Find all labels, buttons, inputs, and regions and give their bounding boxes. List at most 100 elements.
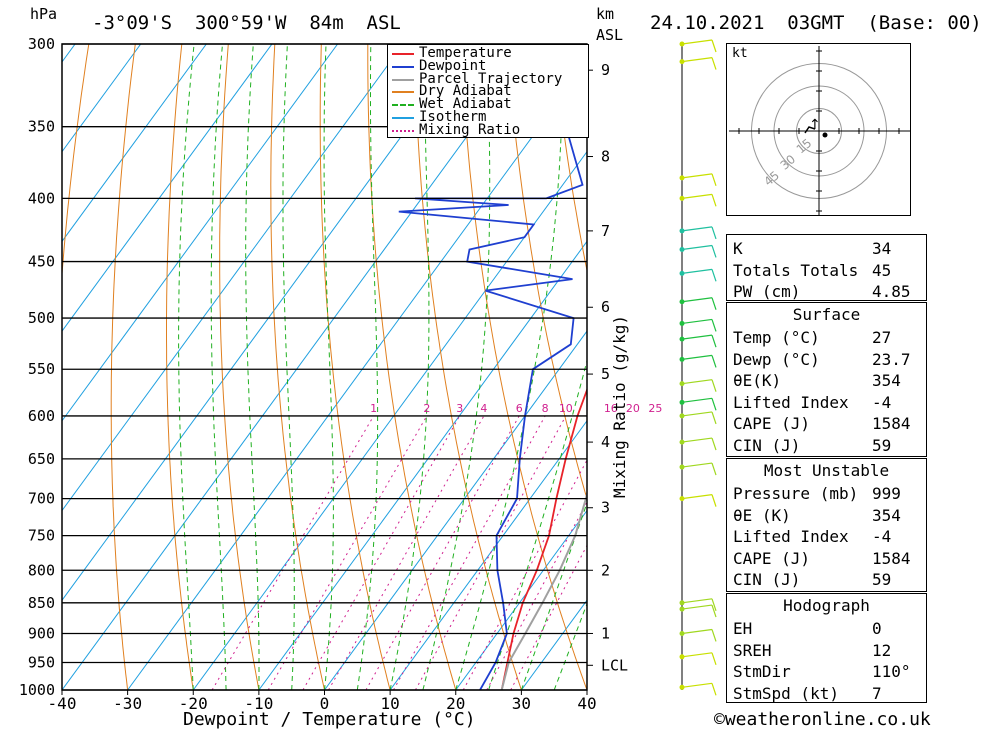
- wind-barb-staff: [681, 56, 713, 63]
- isotherm-line: [62, 44, 470, 602]
- mixing-ratio-tick-label: 1: [370, 402, 377, 415]
- table-row: Pressure (mb) 999: [727, 482, 926, 503]
- isotherm-line: [192, 150, 587, 690]
- wind-barb-flag: [711, 297, 717, 310]
- legend-label: Wet Adiabat: [419, 96, 512, 113]
- table-key: Temp (°C): [733, 328, 820, 347]
- table-row: SREH 12: [727, 639, 926, 660]
- table-key: K: [733, 239, 743, 258]
- wind-barb-flag: [711, 57, 717, 70]
- pressure-tick-label: 400: [28, 189, 55, 207]
- wind-barb-flag: [711, 604, 717, 618]
- pressure-tick-label: 900: [28, 624, 55, 642]
- mixing-ratio-tick-label: 8: [542, 402, 549, 415]
- x-tick-label: -40: [48, 694, 77, 713]
- table-row: CIN (J) 59: [727, 568, 926, 589]
- table-value: 34: [872, 239, 892, 258]
- table-value: 0: [872, 619, 882, 638]
- km-tick-label: 9: [601, 61, 610, 79]
- table-value: 354: [872, 371, 901, 390]
- x-tick-label: -30: [113, 694, 142, 713]
- legend-item: Mixing Ratio: [388, 123, 588, 137]
- table-key: Lifted Index: [733, 527, 849, 546]
- wind-barb-flag: [711, 269, 717, 282]
- most-unstable-table: Most Unstable Pressure (mb) 999 θE (K) 354 Li…: [726, 458, 927, 592]
- legend-item: Isotherm: [388, 110, 588, 124]
- pressure-tick-label: 550: [28, 360, 55, 378]
- table-row: StmSpd (kt) 7: [727, 682, 926, 703]
- mixing-ratio-tick-label: 20: [626, 402, 640, 415]
- copyright: ©weatheronline.co.uk: [714, 709, 931, 730]
- wind-barb-flag: [711, 245, 717, 258]
- x-tick-label: 10: [380, 694, 399, 713]
- km-tick-label: 1: [601, 624, 610, 642]
- isotherm-line: [324, 330, 587, 690]
- wind-barb-staff: [681, 268, 713, 274]
- table-key: Dewp (°C): [733, 349, 820, 369]
- pressure-tick-label: 350: [28, 118, 55, 136]
- wind-barb-staff: [681, 462, 713, 468]
- table-row: θE(K) 354: [727, 369, 926, 390]
- wind-barb-staff: [681, 39, 713, 45]
- table-row: StmDir 110°: [727, 660, 926, 681]
- wind-barb-flag: [711, 652, 717, 665]
- table-value: 1584: [872, 548, 911, 568]
- wind-barb-staff: [681, 379, 713, 385]
- wind-barb-staff: [681, 628, 713, 635]
- isotherm-line: [62, 44, 535, 690]
- table-value: -4: [872, 392, 892, 412]
- pressure-tick-label: 750: [28, 527, 55, 545]
- wet-adiabat-line: [282, 44, 295, 690]
- dry-adiabat-line: [413, 44, 522, 690]
- table-row: θE (K) 354: [727, 504, 926, 525]
- wet-adiabat-line: [210, 44, 227, 690]
- legend-item: Parcel Trajectory: [388, 72, 588, 86]
- table-row: CAPE (J) 1584: [727, 547, 926, 568]
- legend-swatch: [392, 53, 414, 55]
- pressure-tick-label: 500: [28, 309, 55, 327]
- x-tick-label: 20: [446, 694, 465, 713]
- table-row: Dewp (°C) 23.7: [727, 348, 926, 369]
- table-value: 23.7: [872, 349, 911, 369]
- table-value: -4: [872, 527, 892, 546]
- km-tick-label: 5: [601, 365, 610, 383]
- table-key: θE(K): [733, 371, 782, 390]
- table-key: Lifted Index: [733, 392, 849, 412]
- wind-barb-staff: [681, 226, 713, 232]
- mixing-ratio-tick-label: 2: [423, 402, 430, 415]
- mixing-ratio-line: [462, 459, 587, 690]
- pressure-tick-label: 800: [28, 561, 55, 579]
- wind-barb-staff: [681, 652, 713, 658]
- wet-adiabat-line: [389, 44, 430, 690]
- indices-table: K 34 Totals Totals 45 PW (cm) 4.85: [726, 234, 927, 301]
- mixing-ratio-tick-label: 16: [604, 402, 618, 415]
- isotherm-line: [0, 44, 10, 690]
- table-value: 7: [872, 683, 882, 703]
- table-row: EH 0: [727, 617, 926, 638]
- table-key: CAPE (J): [733, 414, 811, 433]
- isotherm-line: [62, 44, 142, 153]
- wind-barb-flag: [711, 629, 717, 642]
- isotherm-line: [455, 509, 587, 690]
- x-tick-label: -10: [244, 694, 273, 713]
- wind-barb-staff: [681, 173, 713, 179]
- datetime-title: 24.10.2021 03GMT (Base: 00): [650, 12, 982, 34]
- legend-item: Wet Adiabat: [388, 96, 588, 113]
- hodograph-trace: [804, 126, 816, 134]
- wind-barb-flag: [711, 598, 717, 611]
- pressure-tick-label: 450: [28, 253, 55, 271]
- wind-barb-flag: [711, 319, 717, 332]
- legend-swatch: [392, 78, 414, 81]
- mixing-ratio-axis-label: Mixing Ratio (g/kg): [610, 314, 629, 498]
- isotherm-line: [389, 419, 587, 690]
- km-tick-label: 3: [601, 499, 610, 517]
- wind-barb-flag: [711, 411, 717, 425]
- table-value: 59: [872, 435, 892, 455]
- x-tick-label: 0: [320, 694, 330, 713]
- location-title: -3°09'S 300°59'W 84m ASL: [92, 12, 401, 34]
- pressure-tick-label: 1000: [19, 681, 55, 699]
- table-value: 354: [872, 505, 901, 525]
- wind-barb-flag: [711, 437, 717, 451]
- pressure-unit-label: hPa: [30, 5, 58, 23]
- table-key: StmDir: [733, 662, 791, 681]
